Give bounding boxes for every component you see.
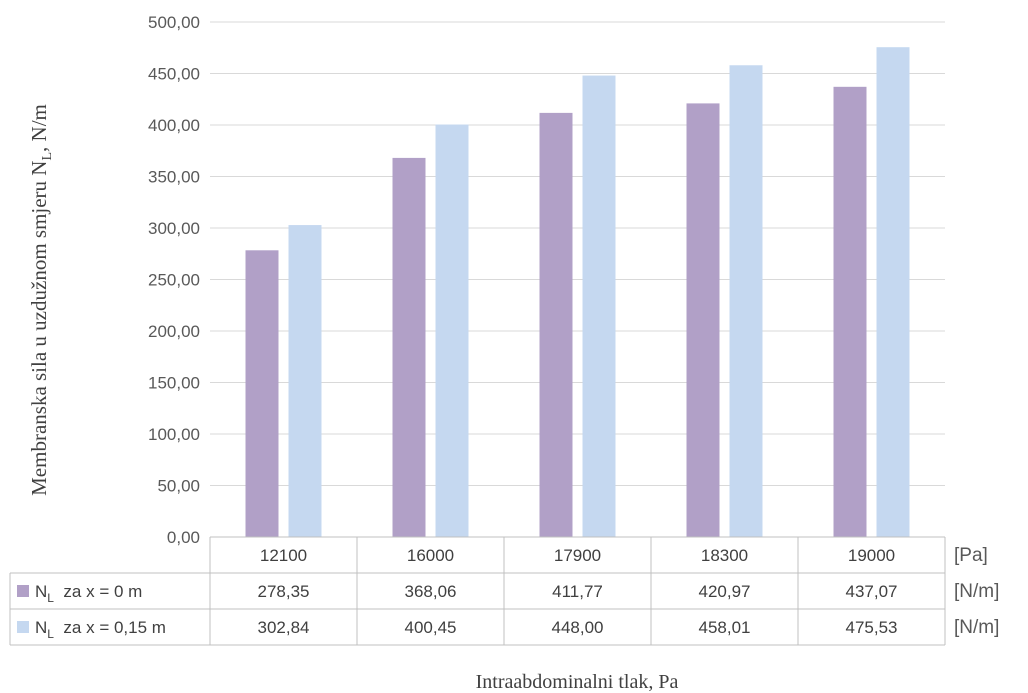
- legend-label: NL za x = 0,15 m: [35, 618, 166, 641]
- data-label: 302,84: [258, 618, 310, 637]
- y-axis-label: Membranska sila u uzdužnom smjeru NL, N/…: [27, 104, 55, 496]
- legend-label-rest: za x = 0 m: [54, 582, 142, 601]
- data-label: 400,45: [405, 618, 457, 637]
- bar: [876, 47, 910, 537]
- bar: [729, 65, 763, 538]
- y-axis-label-main: Membranska sila u uzdužnom smjeru N: [27, 161, 51, 496]
- data-label: 368,06: [405, 582, 457, 601]
- data-label: 475,53: [846, 618, 898, 637]
- gridlines: [210, 21, 945, 538]
- category-label: 18300: [701, 546, 748, 565]
- y-tick-label: 150,00: [148, 374, 200, 393]
- category-unit: [Pa]: [954, 545, 988, 566]
- category-label: 19000: [848, 546, 895, 565]
- legend-label-main: N: [35, 618, 47, 637]
- y-tick-label: 0,00: [167, 528, 200, 547]
- bar: [686, 103, 720, 537]
- bar: [435, 124, 469, 537]
- y-tick-label: 350,00: [148, 168, 200, 187]
- legend-label-sub: L: [47, 591, 54, 605]
- data-label: 437,07: [846, 582, 898, 601]
- y-tick-label: 200,00: [148, 322, 200, 341]
- legend-swatch: [17, 585, 29, 597]
- bar: [833, 86, 867, 537]
- category-label: 12100: [260, 546, 307, 565]
- bar: [392, 157, 426, 537]
- y-tick-label: 250,00: [148, 271, 200, 290]
- x-axis-label: Intraabdominalni tlak, Pa: [476, 671, 679, 693]
- legend-label-rest: za x = 0,15 m: [54, 618, 166, 637]
- legend-swatch: [17, 621, 29, 633]
- category-label: 17900: [554, 546, 601, 565]
- category-label: 16000: [407, 546, 454, 565]
- y-tick-label: 50,00: [157, 477, 200, 496]
- y-tick-label: 300,00: [148, 219, 200, 238]
- bar: [539, 112, 573, 538]
- y-axis-ticks: 0,00 50,00 100,00 150,00 200,00 250,00 300,00 3…: [148, 13, 200, 547]
- legend-label-sub: L: [47, 627, 54, 641]
- y-tick-label: 500,00: [148, 13, 200, 32]
- legend-label-main: N: [35, 582, 47, 601]
- series-unit: [N/m]: [954, 617, 999, 638]
- y-tick-label: 400,00: [148, 116, 200, 135]
- data-label: 448,00: [552, 618, 604, 637]
- y-tick-label: 100,00: [148, 425, 200, 444]
- bar: [245, 250, 279, 537]
- legend-label: NL za x = 0 m: [35, 582, 142, 605]
- data-label: 278,35: [258, 582, 310, 601]
- y-axis-label-unit: , N/m: [27, 104, 51, 152]
- bar: [582, 75, 616, 537]
- bar: [288, 225, 322, 537]
- series-unit: [N/m]: [954, 581, 999, 602]
- data-table: 12100 16000 17900 18300 19000 [Pa]NL za x = 0…: [9, 536, 999, 646]
- y-axis-label-sub: L: [40, 152, 55, 161]
- bars: [245, 47, 910, 538]
- data-label: 411,77: [552, 582, 603, 601]
- data-label: 420,97: [699, 582, 751, 601]
- data-label: 458,01: [699, 618, 751, 637]
- y-tick-label: 450,00: [148, 65, 200, 84]
